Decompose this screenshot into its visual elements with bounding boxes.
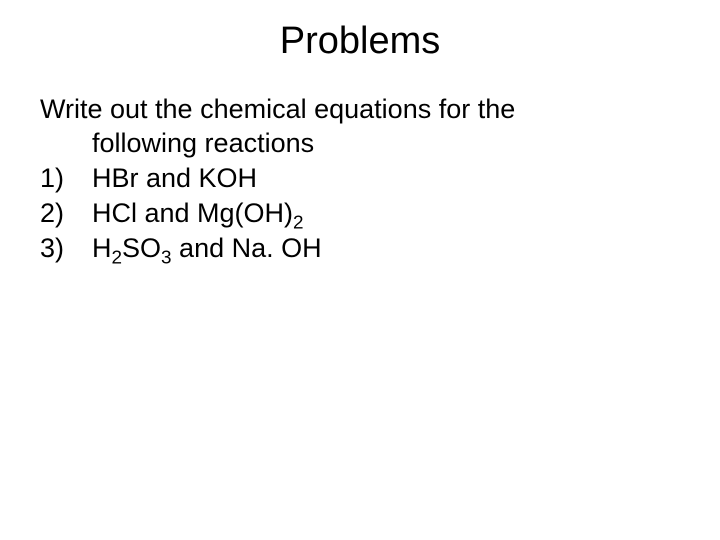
instruction-line-2: following reactions [40, 127, 680, 161]
instruction-text: Write out the chemical equations for the… [40, 93, 680, 161]
list-item: 2) HCl and Mg(OH)2 [40, 196, 680, 231]
list-item: 3) H2SO3 and Na. OH [40, 231, 680, 266]
list-text: H2SO3 and Na. OH [92, 231, 680, 266]
list-marker: 2) [40, 196, 92, 231]
problem-list: 1) HBr and KOH 2) HCl and Mg(OH)2 3) H2S… [40, 161, 680, 266]
instruction-line-1: Write out the chemical equations for the [40, 93, 680, 127]
list-item: 1) HBr and KOH [40, 161, 680, 196]
content-area: Write out the chemical equations for the… [0, 93, 720, 266]
list-text: HCl and Mg(OH)2 [92, 196, 680, 231]
list-marker: 3) [40, 231, 92, 266]
page-title: Problems [0, 0, 720, 93]
list-text: HBr and KOH [92, 161, 680, 196]
list-marker: 1) [40, 161, 92, 196]
